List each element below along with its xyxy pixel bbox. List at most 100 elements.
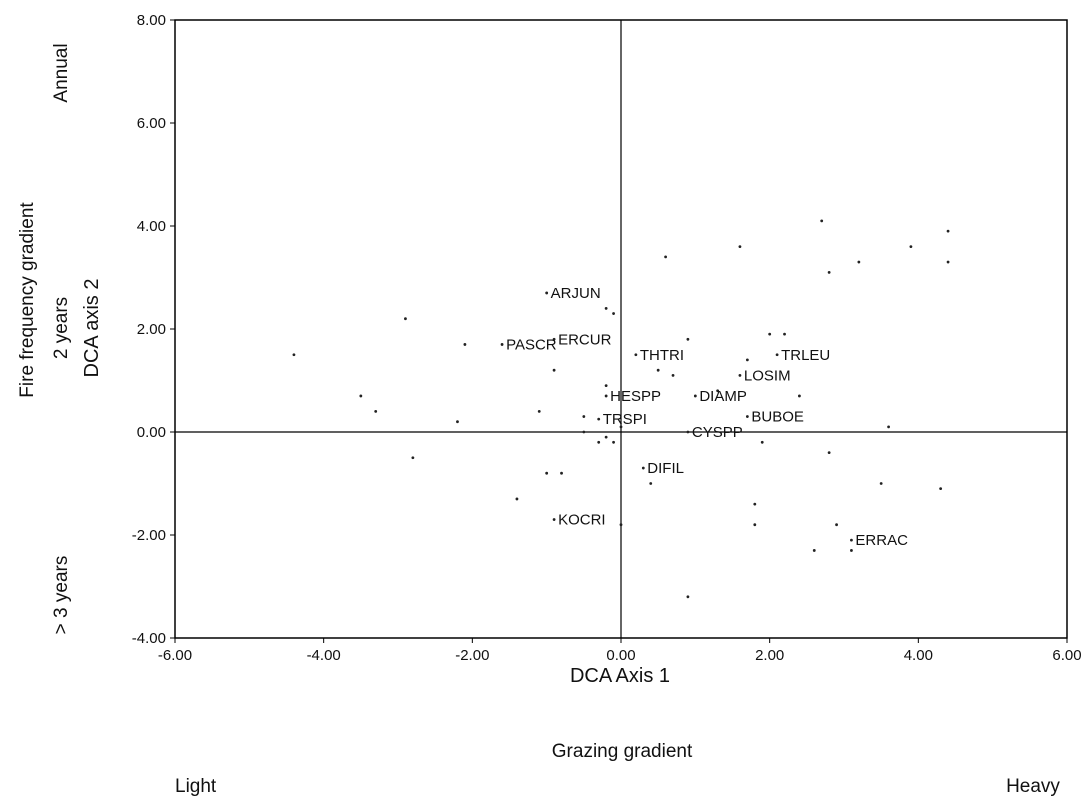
labeled-data-point (597, 417, 601, 421)
species-label: KOCRI (558, 512, 606, 529)
data-point (753, 523, 757, 527)
labeled-data-point (738, 373, 742, 377)
scatter-points (292, 219, 950, 599)
data-point (612, 312, 615, 315)
grazing-gradient-title: Grazing gradient (552, 741, 693, 762)
labeled-data-point (545, 291, 549, 295)
fire-3-years-label: > 3 years (51, 556, 72, 635)
fire-frequency-gradient-title: Fire frequency gradient (17, 202, 38, 398)
x-tick-label: 4.00 (904, 647, 933, 664)
labeled-data-point (552, 518, 556, 521)
data-point (879, 482, 883, 485)
x-tick-label: 0.00 (606, 647, 635, 664)
data-point (560, 471, 563, 475)
x-tick-label: 6.00 (1052, 647, 1081, 664)
data-point (798, 394, 801, 398)
data-point (545, 471, 549, 475)
x-tick-label: -4.00 (307, 647, 341, 664)
y-tick-label: -4.00 (132, 630, 166, 647)
data-point (597, 440, 601, 444)
data-point (664, 255, 667, 259)
data-point (850, 549, 853, 552)
y-tick-label: -2.00 (132, 527, 166, 544)
data-point (604, 435, 608, 439)
species-label: LOSIM (744, 367, 791, 384)
species-label: TRSPI (603, 411, 647, 428)
data-point (939, 487, 943, 491)
species-label: ARJUN (551, 285, 601, 302)
data-point (619, 523, 623, 527)
data-point (820, 219, 824, 223)
labeled-data-point (604, 394, 608, 398)
x-tick-label: -6.00 (158, 647, 192, 664)
data-point (515, 497, 519, 501)
grazing-light-label: Light (175, 776, 217, 797)
labeled-data-point (693, 394, 697, 398)
fire-annual-label: Annual (51, 43, 72, 102)
labeled-data-point (641, 466, 645, 470)
labeled-data-point (634, 353, 638, 357)
data-point (463, 343, 467, 346)
y-tick-label: 6.00 (137, 115, 166, 132)
species-label: HESPP (610, 388, 661, 405)
fire-2-years-label: 2 years (51, 297, 72, 359)
grazing-heavy-label: Heavy (1006, 776, 1060, 797)
data-point (686, 595, 690, 599)
data-point (456, 420, 459, 424)
species-label: DIAMP (699, 388, 747, 405)
x-tick-label: -2.00 (455, 647, 489, 664)
species-label: PASCR (506, 336, 557, 353)
y-tick-label: 8.00 (137, 12, 166, 29)
x-axis-ticks: -6.00 -4.00 -2.00 0.00 2.00 4.00 6.00 (158, 638, 1082, 664)
x-axis-title: DCA Axis 1 (570, 665, 670, 687)
species-label: BUBOE (751, 409, 804, 426)
y-axis-ticks: -4.00 -2.00 0.00 2.00 4.00 6.00 8.00 (132, 12, 175, 647)
y-tick-label: 2.00 (137, 321, 166, 338)
data-point (753, 502, 757, 506)
data-point (857, 260, 861, 264)
data-point (359, 394, 363, 398)
data-point (411, 456, 415, 460)
data-point (671, 373, 675, 377)
data-point (374, 410, 378, 413)
data-point (612, 440, 615, 444)
data-point (604, 384, 608, 388)
data-point (738, 245, 742, 249)
data-point (887, 425, 890, 429)
data-point (909, 245, 913, 249)
data-point (656, 368, 660, 372)
data-point (619, 425, 623, 429)
data-point (686, 337, 690, 341)
species-label: THTRI (640, 347, 684, 364)
data-point (768, 332, 772, 336)
data-point (552, 368, 556, 372)
species-label: TRLEU (781, 347, 830, 364)
labeled-data-point (500, 343, 504, 346)
reference-lines (175, 20, 1067, 638)
data-point (835, 523, 838, 527)
y-axis-title: DCA axis 2 (81, 279, 103, 378)
data-point (582, 415, 586, 418)
data-point (649, 482, 653, 485)
y-tick-label: 4.00 (137, 218, 166, 235)
data-point (716, 389, 720, 393)
data-point (812, 549, 816, 552)
labeled-data-point (775, 353, 779, 357)
species-label: ERCUR (558, 331, 612, 348)
data-point (827, 451, 831, 454)
data-point (537, 410, 541, 413)
data-point (745, 358, 749, 362)
data-point (292, 353, 296, 357)
data-point (760, 440, 764, 444)
labeled-data-point (850, 538, 853, 542)
data-point (946, 229, 950, 233)
data-point (582, 430, 586, 434)
x-tick-label: 2.00 (755, 647, 784, 664)
data-point (604, 307, 608, 310)
labeled-data-point (686, 430, 690, 434)
data-point (783, 332, 786, 336)
labeled-data-point (745, 415, 749, 418)
species-label: CYSPP (692, 424, 743, 441)
